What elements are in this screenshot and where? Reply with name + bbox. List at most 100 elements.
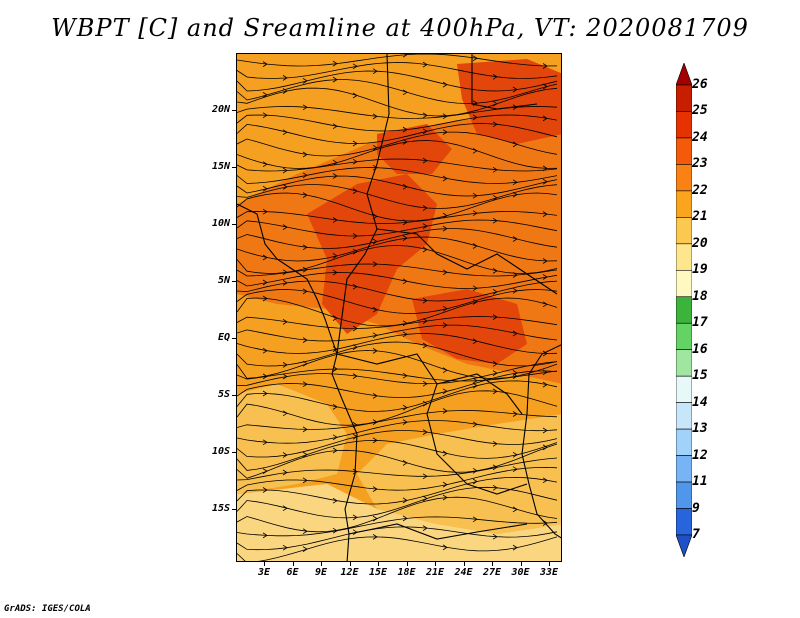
map-plot-area [236, 53, 562, 562]
streamline-arrow [352, 283, 358, 290]
streamline-arrow [302, 288, 308, 295]
streamline-arrow [402, 515, 408, 522]
longitude-tick [463, 562, 465, 566]
latitude-tick [232, 167, 236, 168]
streamline-arrow [442, 225, 448, 232]
colorbar-segment [676, 111, 692, 139]
colorbar-level-label: 7 [692, 527, 700, 542]
streamline-arrow [542, 63, 548, 69]
streamline-arrow [282, 410, 288, 417]
streamline [237, 236, 558, 262]
streamline-arrow [332, 497, 338, 504]
colorbar-segment [676, 243, 692, 271]
streamline [237, 420, 558, 444]
streamline-arrow [422, 318, 428, 324]
streamline-arrow [402, 89, 408, 96]
longitude-label: 9E [314, 567, 328, 578]
longitude-tick [406, 562, 408, 566]
streamline-arrow [372, 486, 378, 492]
streamline-arrow [372, 332, 378, 339]
streamline-arrow [302, 266, 308, 273]
streamline [237, 341, 558, 367]
streamline [237, 62, 558, 79]
streamline-arrow [402, 419, 408, 425]
streamline [237, 79, 558, 104]
streamline-arrow [442, 481, 448, 488]
longitude-tick [549, 562, 550, 566]
streamline-arrow [492, 370, 498, 376]
streamline-arrow [542, 444, 548, 451]
streamline [237, 439, 558, 471]
streamline [237, 114, 558, 132]
streamline [237, 70, 558, 92]
streamline-arrow [512, 191, 518, 198]
streamline-arrow [402, 126, 408, 133]
streamline-arrow [282, 75, 288, 81]
streamline [237, 516, 558, 537]
streamline-arrow [262, 161, 268, 168]
field-cool-southwest [237, 384, 347, 494]
streamline-arrow [442, 388, 448, 395]
longitude-label: 6E [286, 567, 299, 578]
longitude-tick [435, 562, 436, 566]
streamline-arrow [492, 100, 498, 107]
streamline [237, 54, 558, 67]
colorbar-bottom-arrow [676, 534, 692, 557]
streamline-arrow [282, 167, 288, 174]
colorbar-segment [676, 322, 692, 351]
border-5 [436, 373, 523, 415]
streamline-arrow [512, 451, 518, 458]
streamline [237, 167, 558, 184]
grads-credit: GrADS: IGES/COLA [4, 604, 91, 614]
streamline-arrow [372, 348, 378, 354]
streamline-arrow [372, 144, 378, 151]
streamline-arrow [472, 382, 478, 389]
streamline-arrow [472, 377, 478, 384]
longitude-label: 3E [257, 567, 271, 578]
wbpt-streamline-map [237, 54, 561, 561]
colorbar-segment [676, 375, 692, 403]
streamline [237, 245, 558, 274]
streamline-arrow [442, 544, 448, 551]
streamline-arrow [332, 366, 338, 372]
latitude-tick [232, 452, 236, 453]
longitude-tick [321, 562, 322, 566]
streamline [237, 430, 558, 458]
streamline [237, 158, 558, 172]
streamline-arrow [282, 88, 288, 94]
streamline-arrow [372, 164, 378, 171]
streamline [237, 131, 558, 157]
streamline-arrow [542, 427, 548, 434]
streamline-arrow [512, 330, 518, 337]
streamline-arrow [492, 268, 498, 274]
colorbar-level-label: 19 [692, 262, 708, 278]
colorbar-level-label: 17 [692, 315, 708, 331]
streamline-arrow [372, 261, 378, 267]
streamline-arrow [282, 505, 288, 512]
streamlines-layer [237, 54, 558, 561]
longitude-label: 15E [368, 567, 388, 578]
streamline-arrow [262, 92, 268, 98]
colorbar-level-label: 16 [692, 341, 708, 357]
streamline-arrow [302, 546, 308, 552]
streamline-arrow [512, 141, 518, 148]
streamline-arrow [472, 243, 478, 249]
streamline-arrow [332, 315, 338, 321]
colorbar-segment [676, 269, 692, 298]
streamline-arrow [442, 175, 448, 182]
streamline [237, 316, 558, 329]
streamline-arrow [332, 269, 338, 276]
streamline-arrow [422, 223, 428, 229]
border-3 [336, 353, 528, 495]
latitude-label: 5N [217, 275, 230, 286]
colorbar-level-label: 22 [692, 182, 708, 198]
colorbar-level-label: 13 [692, 421, 708, 437]
streamline [237, 211, 558, 224]
colorbar-segment [676, 349, 692, 377]
streamline-arrow [282, 224, 288, 230]
streamline-arrow [512, 179, 518, 186]
streamline-arrow [512, 370, 518, 376]
streamline-arrow [282, 452, 288, 458]
streamline-arrow [302, 360, 308, 367]
streamline [237, 192, 558, 222]
